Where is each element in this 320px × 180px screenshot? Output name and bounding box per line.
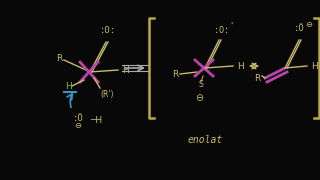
Text: R: R <box>56 53 62 62</box>
Text: H: H <box>65 82 71 91</box>
Text: :O:: :O: <box>213 26 228 35</box>
Text: ⊖: ⊖ <box>195 93 203 103</box>
Text: ⊖: ⊖ <box>75 122 82 130</box>
Text: R: R <box>172 69 178 78</box>
Text: H: H <box>237 62 244 71</box>
Text: ': ' <box>230 21 232 30</box>
Text: H: H <box>311 62 318 71</box>
Text: ─H: ─H <box>90 116 102 125</box>
Text: H: H <box>122 66 129 75</box>
Text: :O:: :O: <box>100 26 116 35</box>
Text: enolat: enolat <box>188 135 223 145</box>
Text: S: S <box>199 80 204 89</box>
Text: ⊖: ⊖ <box>306 19 313 28</box>
Text: :Ö: :Ö <box>73 114 84 123</box>
Text: (R'): (R') <box>100 90 114 99</box>
Text: R: R <box>254 73 260 82</box>
Text: :Ö: :Ö <box>294 24 304 33</box>
